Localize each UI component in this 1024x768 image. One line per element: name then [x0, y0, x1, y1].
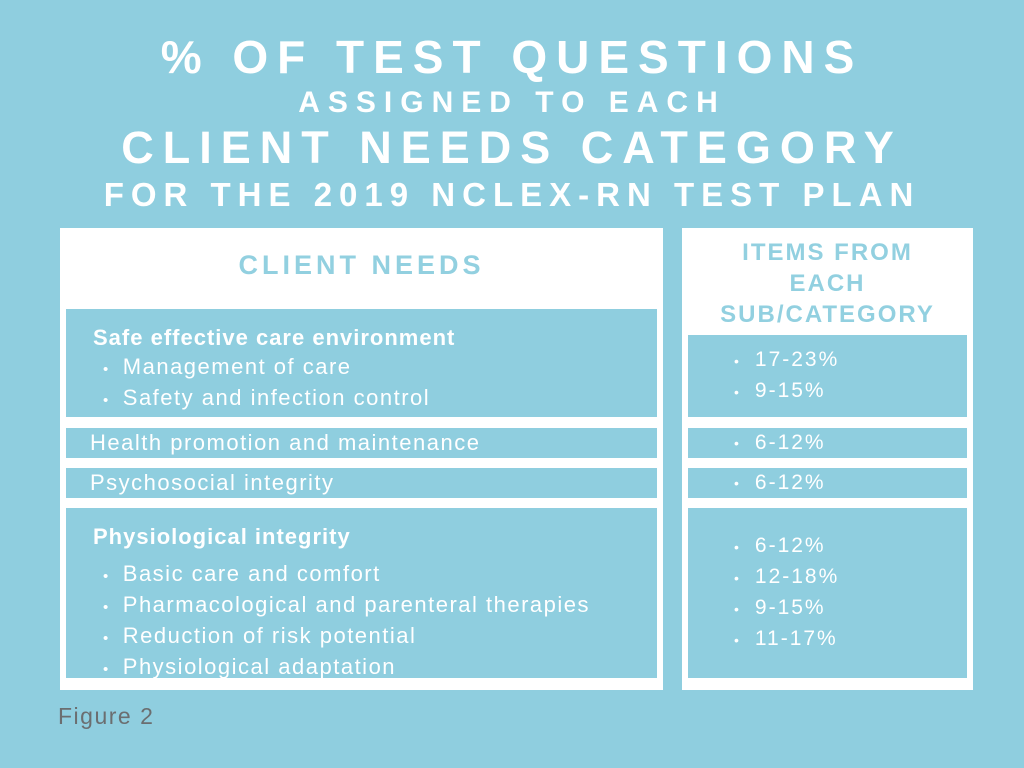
percentages-safe-effective-care: • 17-23% • 9-15% — [688, 335, 967, 417]
items-header-line: EACH — [789, 270, 866, 297]
subcategory-bullet: • Physiological adaptation — [66, 653, 657, 684]
percentage-bullet: • 9-15% — [688, 593, 967, 624]
percentage-bullet: • 6-12% — [688, 531, 967, 562]
bullet-icon: • — [734, 601, 741, 617]
bullet-icon: • — [103, 630, 110, 647]
percentage-bullet: • 6-12% — [688, 428, 967, 458]
percentages-physiological-integrity: • 6-12% • 12-18% • 9-15% • 11-17% — [688, 508, 967, 678]
percentage-value: 6-12% — [754, 471, 826, 494]
subcategory-bullet: • Management of care — [66, 353, 657, 384]
bullet-icon: • — [734, 475, 741, 491]
subcategory-bullet: • Pharmacological and parenteral therapi… — [66, 591, 657, 622]
items-header: ITEMS FROM EACH SUB/CATEGORY — [682, 237, 973, 330]
bullet-icon: • — [103, 661, 110, 678]
section-health-promotion: Health promotion and maintenance — [66, 428, 657, 458]
section-title: Safe effective care environment — [93, 325, 456, 350]
percentage-value: 17-23% — [754, 348, 840, 371]
section-title: Psychosocial integrity — [90, 470, 335, 495]
subcategory-bullet: • Reduction of risk potential — [66, 622, 657, 653]
subcategory-label: Management of care — [122, 354, 352, 379]
bullet-icon: • — [103, 361, 110, 378]
items-header-line: ITEMS FROM — [742, 239, 913, 266]
subcategory-label: Pharmacological and parenteral therapies — [122, 592, 591, 617]
section-title: Health promotion and maintenance — [90, 430, 481, 455]
bullet-icon: • — [734, 435, 741, 451]
percentage-value: 9-15% — [754, 596, 826, 619]
title-line-4: FOR THE 2019 NCLEX-RN TEST PLAN — [103, 176, 921, 213]
percentage-bullet: • 11-17% — [688, 624, 967, 655]
bullet-icon: • — [734, 353, 741, 369]
items-header-line: SUB/CATEGORY — [720, 301, 935, 328]
bullet-icon: • — [103, 392, 110, 409]
client-needs-header: CLIENT NEEDS — [238, 250, 485, 280]
percentages-health-promotion: • 6-12% — [688, 428, 967, 458]
percentage-value: 11-17% — [754, 627, 838, 650]
bullet-icon: • — [103, 599, 110, 616]
section-psychosocial-integrity: Psychosocial integrity — [66, 468, 657, 498]
figure-caption: Figure 2 — [58, 703, 155, 729]
items-percentage-panel: ITEMS FROM EACH SUB/CATEGORY • 17-23% • … — [682, 228, 973, 690]
bullet-icon: • — [734, 539, 741, 555]
bullet-icon: • — [734, 632, 741, 648]
subcategory-label: Physiological adaptation — [122, 654, 397, 679]
title-line-2: ASSIGNED TO EACH — [298, 86, 726, 119]
percentage-value: 12-18% — [754, 565, 840, 588]
section-physiological-integrity: Physiological integrity • Basic care and… — [66, 508, 657, 679]
percentage-value: 6-12% — [754, 534, 826, 557]
subcategory-bullet: • Basic care and comfort — [66, 560, 657, 591]
percentage-bullet: • 9-15% — [688, 376, 967, 407]
section-title: Physiological integrity — [93, 524, 351, 549]
subcategory-label: Reduction of risk potential — [122, 623, 417, 648]
client-needs-panel: CLIENT NEEDS Safe effective care environ… — [60, 228, 663, 690]
percentages-psychosocial-integrity: • 6-12% — [688, 468, 967, 498]
percentage-value: 6-12% — [754, 431, 826, 454]
percentage-bullet: • 12-18% — [688, 562, 967, 593]
subcategory-label: Safety and infection control — [122, 385, 431, 410]
subcategory-label: Basic care and comfort — [122, 561, 381, 586]
percentage-bullet: • 17-23% — [688, 345, 967, 376]
percentage-value: 9-15% — [754, 379, 826, 402]
bullet-icon: • — [103, 568, 110, 585]
title-line-1: % OF TEST QUESTIONS — [160, 31, 864, 83]
percentage-bullet: • 6-12% — [688, 468, 967, 498]
page-title: % OF TEST QUESTIONS ASSIGNED TO EACH CLI… — [0, 30, 1024, 216]
bullet-icon: • — [734, 570, 741, 586]
section-safe-effective-care: Safe effective care environment • Manage… — [66, 309, 657, 417]
title-line-3: CLIENT NEEDS CATEGORY — [121, 122, 903, 173]
subcategory-bullet: • Safety and infection control — [66, 384, 657, 415]
bullet-icon: • — [734, 384, 741, 400]
